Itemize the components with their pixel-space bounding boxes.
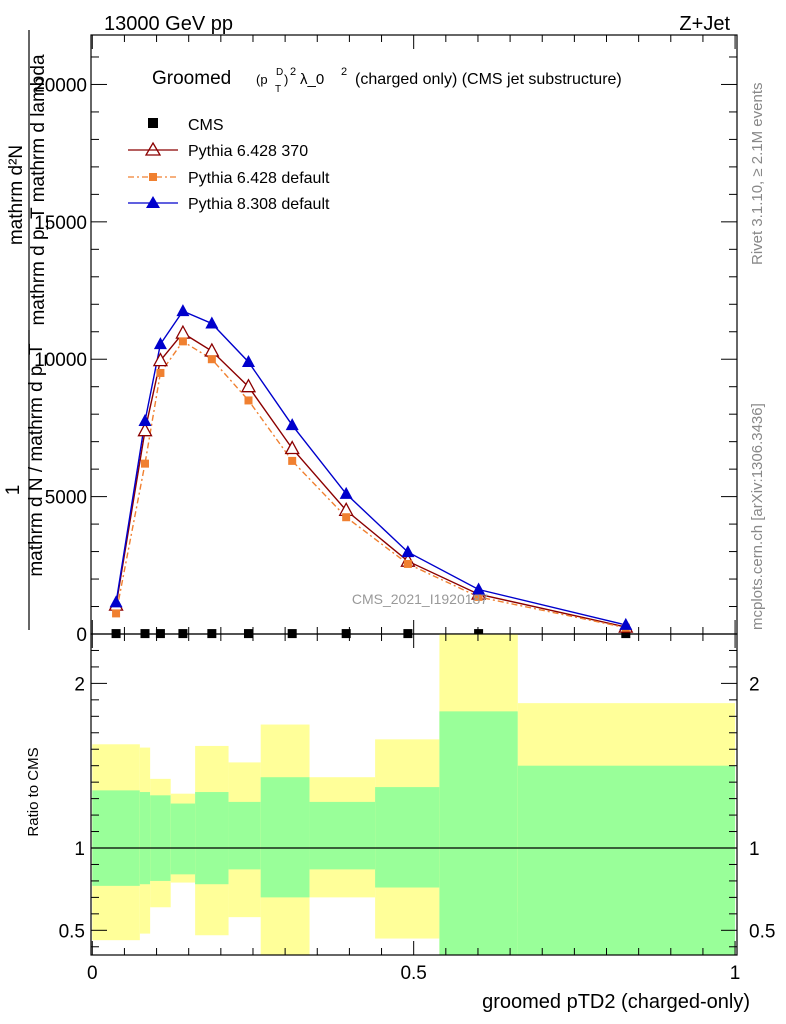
title-lambda: λ_0 xyxy=(300,71,324,88)
series-3-point-6 xyxy=(285,418,299,431)
header-left-label: 13000 GeV pp xyxy=(104,13,233,35)
series-2-point-6 xyxy=(288,456,297,465)
mcplots-label: mcplots.cern.ch [arXiv:1306.3436] xyxy=(749,403,766,630)
series-2-point-0 xyxy=(112,609,121,618)
ratio-inner-band-6 xyxy=(260,777,310,898)
ratio-inner-band-3 xyxy=(170,803,196,875)
legend-entry-py8: Pythia 8.308 default xyxy=(128,196,330,213)
ylabel-prefix-numer: 1 xyxy=(3,485,24,496)
main-frame-bg xyxy=(91,35,737,634)
ratio-inner-band-0 xyxy=(92,790,140,886)
legend-entry-cms: CMS xyxy=(148,117,224,134)
series-3-point-0 xyxy=(109,595,123,608)
ratio-ytick-label-right-2: 2 xyxy=(749,674,760,695)
title-math-p: (p xyxy=(256,72,268,87)
series-3-point-8 xyxy=(401,545,415,558)
series-3-point-2 xyxy=(153,337,167,350)
legend-label-py6-default: Pythia 6.428 default xyxy=(188,170,330,187)
title-tail: (charged only) (CMS jet substructure) xyxy=(355,71,622,88)
series-3-point-10 xyxy=(619,617,633,630)
legend-label-py8: Pythia 8.308 default xyxy=(188,196,330,213)
main-ytick-label-1: 5000 xyxy=(45,488,87,509)
series-3-point-3 xyxy=(176,304,190,317)
title-lambda-sup: 2 xyxy=(341,66,347,78)
title-math-sq: 2 xyxy=(290,66,296,78)
ratio-inner-band-8 xyxy=(375,787,440,888)
main-title: Groomed (p D T ) 2 λ_0 2 (charged only) … xyxy=(152,66,622,95)
ratio-inner-band-5 xyxy=(228,801,261,870)
ratio-xtick-label-0: 0 xyxy=(87,963,98,984)
series-3-point-7 xyxy=(339,486,353,499)
ylabel-denom: mathrm d p_T mathrm d lambda xyxy=(28,54,49,325)
ratio-inner-band-10 xyxy=(517,765,736,955)
ratio-inner-band-1 xyxy=(139,792,151,885)
series-1-point-1 xyxy=(137,422,153,437)
series-3-point-4 xyxy=(205,316,219,329)
main-ytick-label-4: 20000 xyxy=(34,75,87,96)
series-2-line xyxy=(115,340,626,629)
series-2-point-1 xyxy=(140,459,149,468)
series-2-point-7 xyxy=(342,513,351,522)
ratio-ytick-label-right-1: 1 xyxy=(749,839,760,860)
ratio-ytick-label-right-0: 0.5 xyxy=(749,921,775,942)
main-ytick-label-0: 0 xyxy=(76,625,87,646)
title-math-close: ) xyxy=(284,72,288,87)
title-math-sup: D xyxy=(276,67,283,78)
legend-label-cms: CMS xyxy=(188,117,224,134)
series-2-point-4 xyxy=(207,355,216,364)
ratio-y-label: Ratio to CMS xyxy=(25,747,42,836)
rivet-label: Rivet 3.1.10, ≥ 2.1M events xyxy=(749,83,766,266)
main-ytick-label-3: 15000 xyxy=(34,213,87,234)
ratio-ytick-label-2: 2 xyxy=(74,674,85,695)
series-1-point-2 xyxy=(152,352,169,367)
legend-entry-py6-default: Pythia 6.428 default xyxy=(128,170,330,187)
series-1-point-5 xyxy=(240,378,257,393)
series-2-point-3 xyxy=(178,337,187,346)
ratio-ytick-label-0: 0.5 xyxy=(59,921,85,942)
ratio-xtick-label-2: 1 xyxy=(730,963,741,984)
series-2-point-5 xyxy=(244,396,253,405)
legend-label-py6-370: Pythia 6.428 370 xyxy=(188,143,308,160)
series-2-point-8 xyxy=(403,559,412,568)
main-y-label: mathrm d²N mathrm d p_T mathrm d lambda … xyxy=(3,30,49,630)
main-markers-group xyxy=(108,304,634,639)
ratio-ytick-label-1: 1 xyxy=(74,839,85,860)
watermark: CMS_2021_I1920187 xyxy=(352,591,488,607)
title-math-sub: T xyxy=(275,84,281,95)
ratio-x-label: groomed pTD2 (charged-only) xyxy=(482,991,750,1013)
header-right-label: Z+Jet xyxy=(679,13,730,35)
series-3-point-5 xyxy=(241,354,255,367)
legend-entry-py6-370: Pythia 6.428 370 xyxy=(128,141,308,160)
main-ytick-label-2: 10000 xyxy=(34,350,87,371)
ylabel-prefix-denom: mathrm d N / mathrm d p_T xyxy=(26,343,47,577)
series-2-point-2 xyxy=(156,368,165,377)
ratio-inner-band-2 xyxy=(150,795,171,881)
legend: CMS Pythia 6.428 370 Pythia 6.428 defaul… xyxy=(128,117,330,213)
series-2-point-9 xyxy=(474,592,483,601)
main-plot-area xyxy=(91,35,737,634)
ylabel-numer: mathrm d²N xyxy=(6,145,27,245)
series-3-point-1 xyxy=(138,414,152,427)
ratio-axes-group: 0.5 0.51 12 20 0.5 1 xyxy=(59,633,775,984)
series-1-point-6 xyxy=(284,440,300,455)
ratio-bands-group xyxy=(91,634,737,955)
ratio-inner-band-4 xyxy=(195,792,229,885)
title-main: Groomed xyxy=(152,68,231,89)
ratio-inner-band-9 xyxy=(439,711,518,955)
ratio-xtick-label-1: 0.5 xyxy=(400,963,426,984)
series-3-point-9 xyxy=(472,582,486,595)
ratio-inner-band-7 xyxy=(309,801,376,870)
